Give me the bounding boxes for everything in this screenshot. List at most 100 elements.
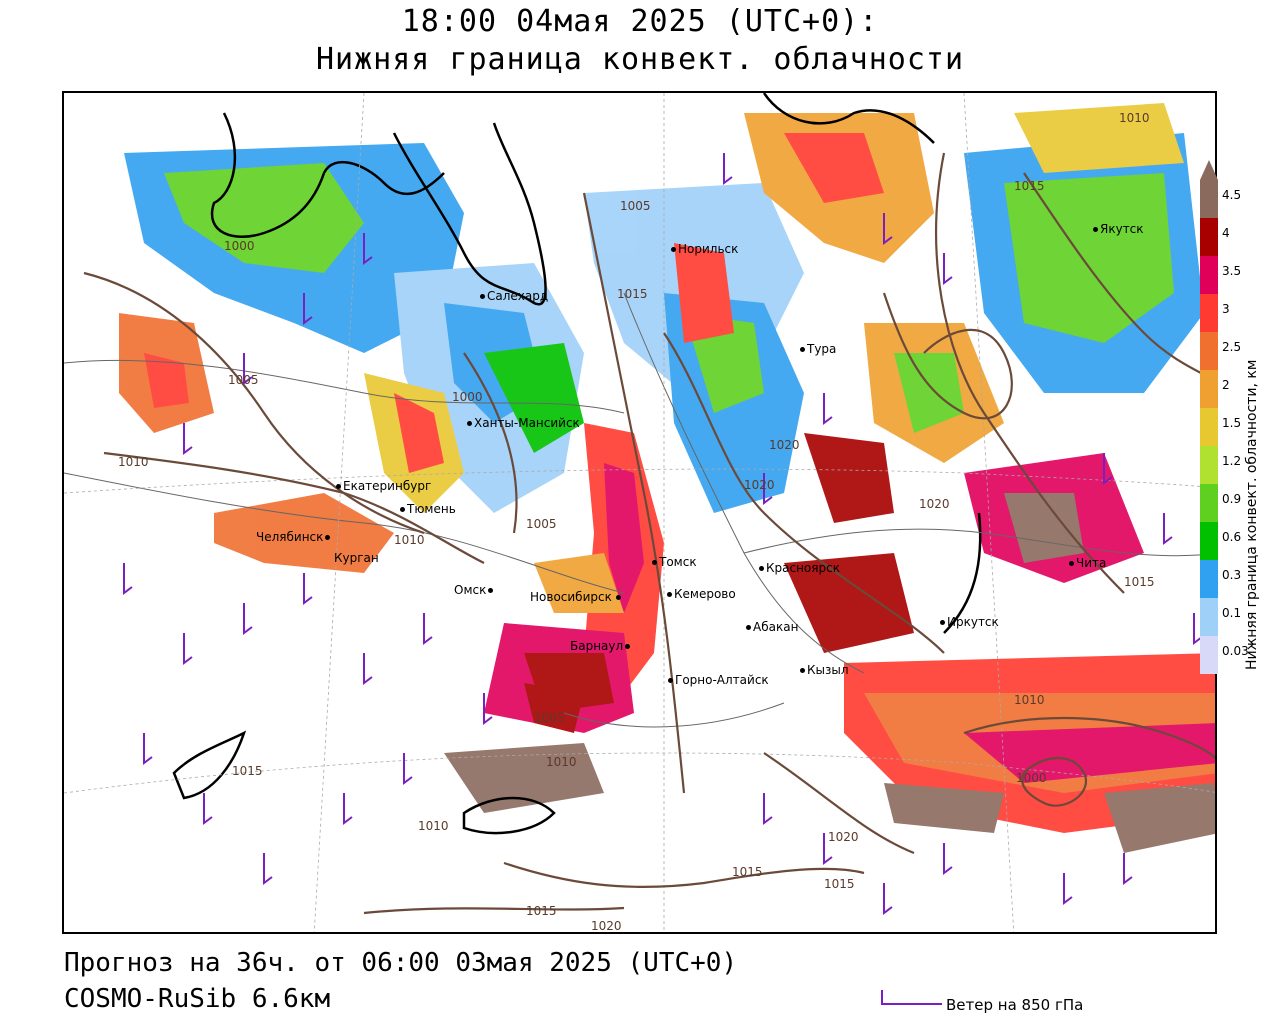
city-label: Норильск xyxy=(671,242,738,256)
city-label: Екатеринбург xyxy=(336,479,431,493)
city-name: Новосибирск xyxy=(530,590,612,604)
city-marker xyxy=(625,644,631,649)
city-marker xyxy=(746,625,751,630)
legend-swatch xyxy=(1200,218,1218,256)
isobar-label: 1010 xyxy=(418,819,449,833)
isobar-label: 1000 xyxy=(224,239,255,253)
legend-swatch xyxy=(1200,332,1218,370)
wind-legend-label: Ветер на 850 гПа xyxy=(946,996,1084,1014)
legend-tick-label: 2 xyxy=(1222,378,1230,392)
city-name: Чита xyxy=(1076,556,1107,570)
legend-tick-label: 2.5 xyxy=(1222,340,1242,354)
legend-tick-label: 0.03 xyxy=(1222,644,1249,658)
city-name: Томск xyxy=(659,555,697,569)
city-label: Салехард xyxy=(480,289,548,303)
legend-swatch xyxy=(1200,636,1218,674)
city-marker xyxy=(336,484,341,489)
city-marker xyxy=(615,595,621,600)
city-marker xyxy=(940,620,945,625)
isobar-label: 1000 xyxy=(1016,771,1047,785)
city-name: Тура xyxy=(807,342,837,356)
city-name: Омск xyxy=(454,583,487,597)
city-label: Кызыл xyxy=(800,663,849,677)
forecast-info: Прогноз на 36ч. от 06:00 03мая 2025 (UTC… xyxy=(64,948,738,978)
legend-swatch xyxy=(1200,180,1218,218)
legend-swatch xyxy=(1200,256,1218,294)
legend-tick-label: 3.5 xyxy=(1222,264,1242,278)
city-marker xyxy=(800,668,805,673)
city-name: Горно-Алтайск xyxy=(675,673,769,687)
city-name: Тюмень xyxy=(407,502,456,516)
legend-swatch xyxy=(1200,446,1218,484)
legend-swatch xyxy=(1200,598,1218,636)
isobar-label: 1015 xyxy=(824,877,855,891)
city-name: Салехард xyxy=(487,289,549,303)
city-name: Иркутск xyxy=(947,615,999,629)
city-marker xyxy=(668,678,673,683)
city-label: Кемерово xyxy=(667,587,736,601)
city-name: Челябинск xyxy=(256,530,324,544)
legend-tick-label: 0.1 xyxy=(1222,606,1242,620)
legend-tick-label: 0.9 xyxy=(1222,492,1242,506)
city-label: Чита xyxy=(1069,556,1106,570)
isobar-label: 1020 xyxy=(591,919,622,933)
city-label: Ханты-Мансийск xyxy=(467,416,580,430)
city-label: Горно-Алтайск xyxy=(668,673,769,687)
isobar-label: 1005 xyxy=(228,373,259,387)
isobar-label: 1010 xyxy=(394,533,425,547)
city-marker xyxy=(671,247,676,252)
city-name: Кемерово xyxy=(674,587,736,601)
city-marker xyxy=(800,347,805,352)
color-legend xyxy=(1200,160,1218,674)
wind-barb-icon xyxy=(881,990,942,1005)
cloud-base-fields xyxy=(119,103,1215,853)
isobars xyxy=(83,152,1215,915)
legend-swatch xyxy=(1200,560,1218,598)
city-marker xyxy=(400,507,405,512)
city-name: Екатеринбург xyxy=(343,479,432,493)
city-marker xyxy=(1093,227,1098,232)
city-marker xyxy=(652,560,657,565)
city-marker xyxy=(488,588,494,593)
isobar-label: 1015 xyxy=(732,865,763,879)
isobar-label: 1005 xyxy=(620,199,651,213)
isobar-label: 1015 xyxy=(1014,179,1045,193)
city-label: Абакан xyxy=(746,620,798,634)
admin-borders xyxy=(64,292,1215,728)
isobar-label: 1020 xyxy=(744,478,775,492)
isobar-label: 1020 xyxy=(919,497,950,511)
city-label: Якутск xyxy=(1093,222,1144,236)
map-canvas xyxy=(64,93,1215,932)
city-name: Ханты-Мансийск xyxy=(474,416,580,430)
isobar-label: 1005 xyxy=(534,711,565,725)
isobar-label: 1015 xyxy=(1124,575,1155,589)
legend-tick-label: 1.2 xyxy=(1222,454,1242,468)
isobar-label: 1010 xyxy=(546,755,577,769)
isobar-label: 1020 xyxy=(769,438,800,452)
isobar-label: 1005 xyxy=(526,517,557,531)
city-label: Красноярск xyxy=(759,561,840,575)
city-label: Омск xyxy=(454,583,495,597)
isobar-label: 1000 xyxy=(452,390,483,404)
city-label: Тюмень xyxy=(400,502,456,516)
weather-map: 1000 1005 1010 1000 1005 1010 1005 1015 … xyxy=(62,91,1217,934)
city-marker xyxy=(759,566,764,571)
city-label: Челябинск xyxy=(256,530,332,544)
city-marker xyxy=(467,421,472,426)
city-name: Кызыл xyxy=(807,663,849,677)
city-name: Барнаул xyxy=(570,639,624,653)
city-name: Якутск xyxy=(1100,222,1144,236)
legend-tick-label: 0.3 xyxy=(1222,568,1242,582)
legend-swatch xyxy=(1200,294,1218,332)
city-label: Новосибирск xyxy=(530,590,623,604)
city-marker xyxy=(667,592,672,597)
legend-swatch xyxy=(1200,408,1218,446)
legend-swatch xyxy=(1200,522,1218,560)
isobar-label: 1010 xyxy=(1119,111,1150,125)
isobar-label: 1015 xyxy=(617,287,648,301)
isobar-label: 1010 xyxy=(1014,693,1045,707)
isobar-label: 1010 xyxy=(118,455,149,469)
city-label: Тура xyxy=(800,342,836,356)
city-name: Норильск xyxy=(678,242,739,256)
legend-swatch xyxy=(1200,370,1218,408)
